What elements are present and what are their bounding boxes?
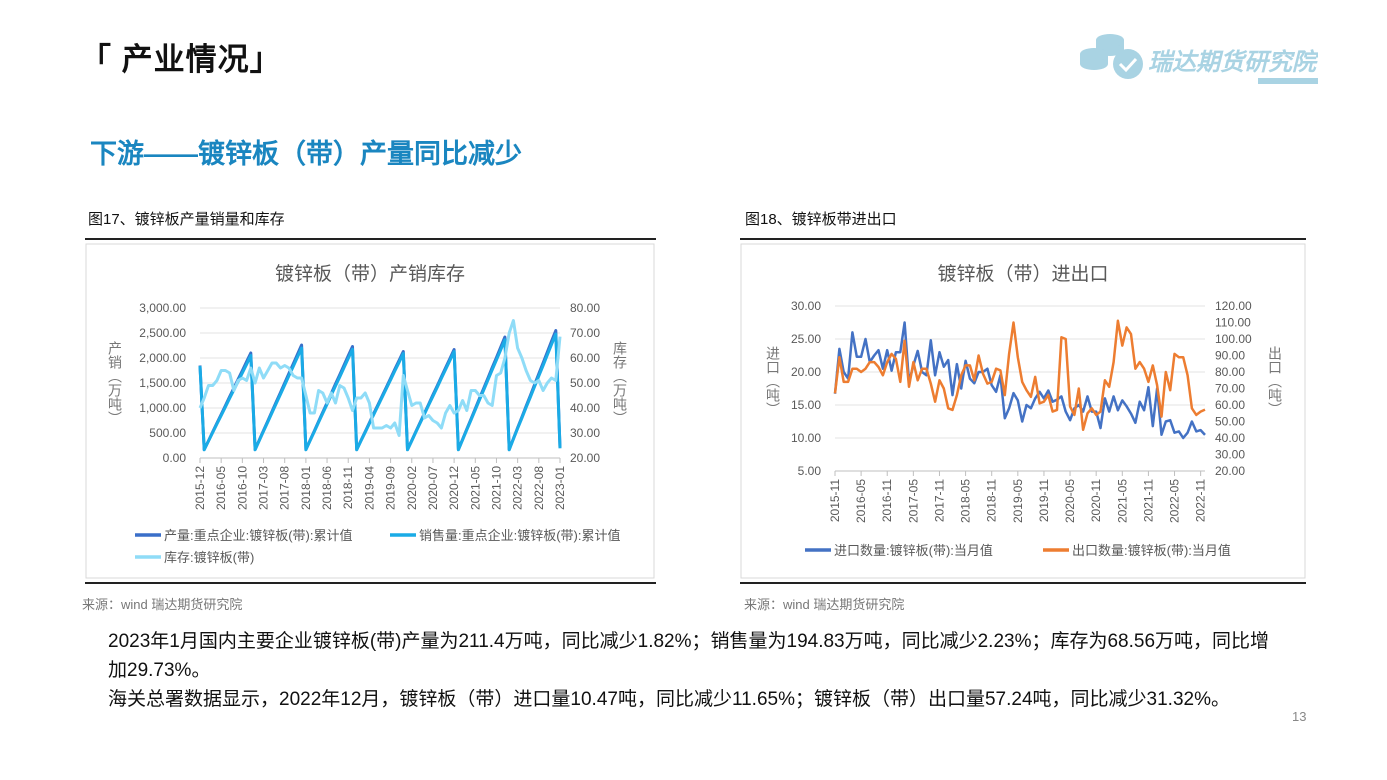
chart-frame [740, 243, 1306, 579]
chart-title: 镀锌板（带）进出口 [937, 263, 1108, 285]
production-sales-inventory-chart: 镀锌板（带）产销库存 0.00 500.00 1,000.00 1,500.00 2,00… [85, 243, 655, 579]
y-tick-label: 0.00 [163, 451, 187, 465]
x-tick-label: 2020-05 [1063, 479, 1077, 523]
y2-tick-label: 120.00 [1215, 299, 1252, 313]
x-tick-label: 2020-12 [447, 466, 461, 510]
y2-tick-label: 50.00 [570, 376, 600, 390]
y2-tick-label: 30.00 [570, 426, 600, 440]
y-tick-label: 2,000.00 [139, 351, 186, 365]
series-line-1 [833, 319, 1206, 432]
x-tick-label: 2018-01 [299, 466, 313, 510]
y-tick-label: 1,500.00 [139, 376, 186, 390]
x-tick-label: 2021-11 [1141, 479, 1155, 522]
series-line-1 [198, 332, 562, 452]
y2-tick-label: 30.00 [1215, 448, 1245, 462]
x-tick-label: 2019-05 [1011, 479, 1025, 523]
figure17-source: 来源：wind 瑞达期货研究院 [82, 597, 243, 612]
x-tick-label: 2020-11 [1089, 479, 1103, 522]
x-tick-label: 2018-11 [985, 479, 999, 522]
x-tick-label: 2020-02 [405, 466, 419, 510]
x-tick-label: 2018-05 [959, 479, 973, 523]
x-tick-label: 2017-05 [906, 479, 920, 523]
x-tick-label: 2016-05 [854, 479, 868, 523]
x-tick-label: 2018-06 [320, 466, 334, 510]
legend-label: 进口数量:镀锌板(带):当月值 [834, 543, 993, 558]
y-tick-label: 25.00 [791, 332, 821, 346]
figure17-caption: 图17、镀锌板产量销量和库存 [88, 211, 285, 228]
divider [740, 238, 1306, 240]
y2-axis-label: 出口（吨） [1267, 346, 1283, 416]
coins-icon [1080, 34, 1143, 79]
x-tick-label: 2022-08 [532, 466, 546, 510]
y-tick-label: 2,500.00 [139, 326, 186, 340]
x-tick-label: 2021-10 [489, 466, 503, 510]
x-tick-label: 2022-03 [511, 466, 525, 510]
x-tick-label: 2015-12 [193, 466, 207, 510]
x-tick-label: 2019-04 [362, 466, 376, 510]
y2-tick-label: 110.00 [1215, 316, 1251, 330]
chart-title: 镀锌板（带）产销库存 [275, 263, 465, 285]
y2-tick-label: 100.00 [1215, 332, 1252, 346]
section-title: 「 产业情况」 [80, 42, 282, 77]
figure18-caption: 图18、镀锌板带进出口 [745, 211, 897, 228]
body-paragraph: 海关总署数据显示，2022年12月，镀锌板（带）进口量10.47吨，同比减少11… [108, 689, 1230, 710]
y-tick-label: 10.00 [791, 431, 821, 445]
y-tick-label: 500.00 [149, 426, 186, 440]
y-tick-label: 30.00 [791, 299, 821, 313]
y2-tick-label: 20.00 [570, 451, 600, 465]
logo-text: 瑞达期货研究院 [1148, 49, 1318, 76]
x-tick-label: 2022-11 [1194, 479, 1208, 522]
y2-tick-label: 70.00 [570, 326, 600, 340]
series-line-0 [833, 321, 1206, 440]
x-tick-label: 2016-10 [235, 466, 249, 510]
x-tick-label: 2017-03 [257, 466, 271, 510]
divider [85, 582, 656, 584]
x-tick-label: 2015-11 [828, 479, 842, 522]
y-tick-label: 3,000.00 [139, 301, 186, 315]
y-tick-label: 5.00 [798, 464, 822, 478]
x-tick-label: 2017-08 [278, 466, 292, 510]
y2-tick-label: 90.00 [1215, 349, 1245, 363]
headline: 下游——镀锌板（带）产量同比减少 [90, 139, 522, 169]
y2-tick-label: 80.00 [1215, 365, 1245, 379]
y2-tick-label: 40.00 [570, 401, 600, 415]
page-number: 13 [1292, 709, 1307, 724]
legend-label: 销售量:重点企业:镀锌板(带):累计值 [419, 528, 621, 543]
legend-label: 产量:重点企业:镀锌板(带):累计值 [164, 528, 353, 543]
divider [85, 238, 656, 240]
legend-label: 出口数量:镀锌板(带):当月值 [1072, 543, 1231, 558]
x-tick-label: 2023-01 [553, 466, 567, 510]
y2-tick-label: 40.00 [1215, 431, 1245, 445]
y-tick-label: 15.00 [791, 398, 821, 412]
y2-tick-label: 80.00 [570, 301, 600, 315]
y-tick-label: 1,000.00 [139, 401, 186, 415]
y2-axis-label: 库存（万吨） [612, 341, 628, 425]
legend-label: 库存:镀锌板(带) [164, 550, 254, 565]
x-tick-label: 2017-11 [932, 479, 946, 522]
x-tick-label: 2019-09 [384, 466, 398, 510]
x-tick-label: 2022-05 [1168, 479, 1182, 523]
y2-tick-label: 60.00 [1215, 398, 1245, 412]
series-line-2 [198, 319, 562, 437]
figure18-source: 来源：wind 瑞达期货研究院 [744, 597, 905, 612]
import-export-chart: 镀锌板（带）进出口 5.00 10.00 15.00 20.00 25.00 30.00 20… [740, 243, 1306, 579]
y-axis-label: 产销（万吨） [107, 341, 123, 425]
x-tick-label: 2021-05 [1115, 479, 1129, 523]
company-logo: 瑞达期货研究院 [1080, 34, 1318, 84]
x-tick-label: 2018-11 [341, 466, 355, 509]
y-axis-label: 进口（吨） [765, 346, 781, 416]
y2-tick-label: 50.00 [1215, 415, 1245, 429]
body-text: 2023年1月国内主要企业镀锌板(带)产量为211.4万吨，同比减少1.82%；… [108, 627, 1288, 714]
x-tick-label: 2016-05 [214, 466, 228, 510]
body-paragraph: 2023年1月国内主要企业镀锌板(带)产量为211.4万吨，同比减少1.82%；… [108, 631, 1270, 681]
y2-tick-label: 20.00 [1215, 464, 1245, 478]
y2-tick-label: 70.00 [1215, 382, 1245, 396]
divider [740, 582, 1306, 584]
y2-tick-label: 60.00 [570, 351, 600, 365]
y-tick-label: 20.00 [791, 365, 821, 379]
x-tick-label: 2016-11 [880, 479, 894, 522]
x-tick-label: 2019-11 [1037, 479, 1051, 522]
x-tick-label: 2021-05 [468, 466, 482, 510]
x-tick-label: 2020-07 [426, 466, 440, 510]
